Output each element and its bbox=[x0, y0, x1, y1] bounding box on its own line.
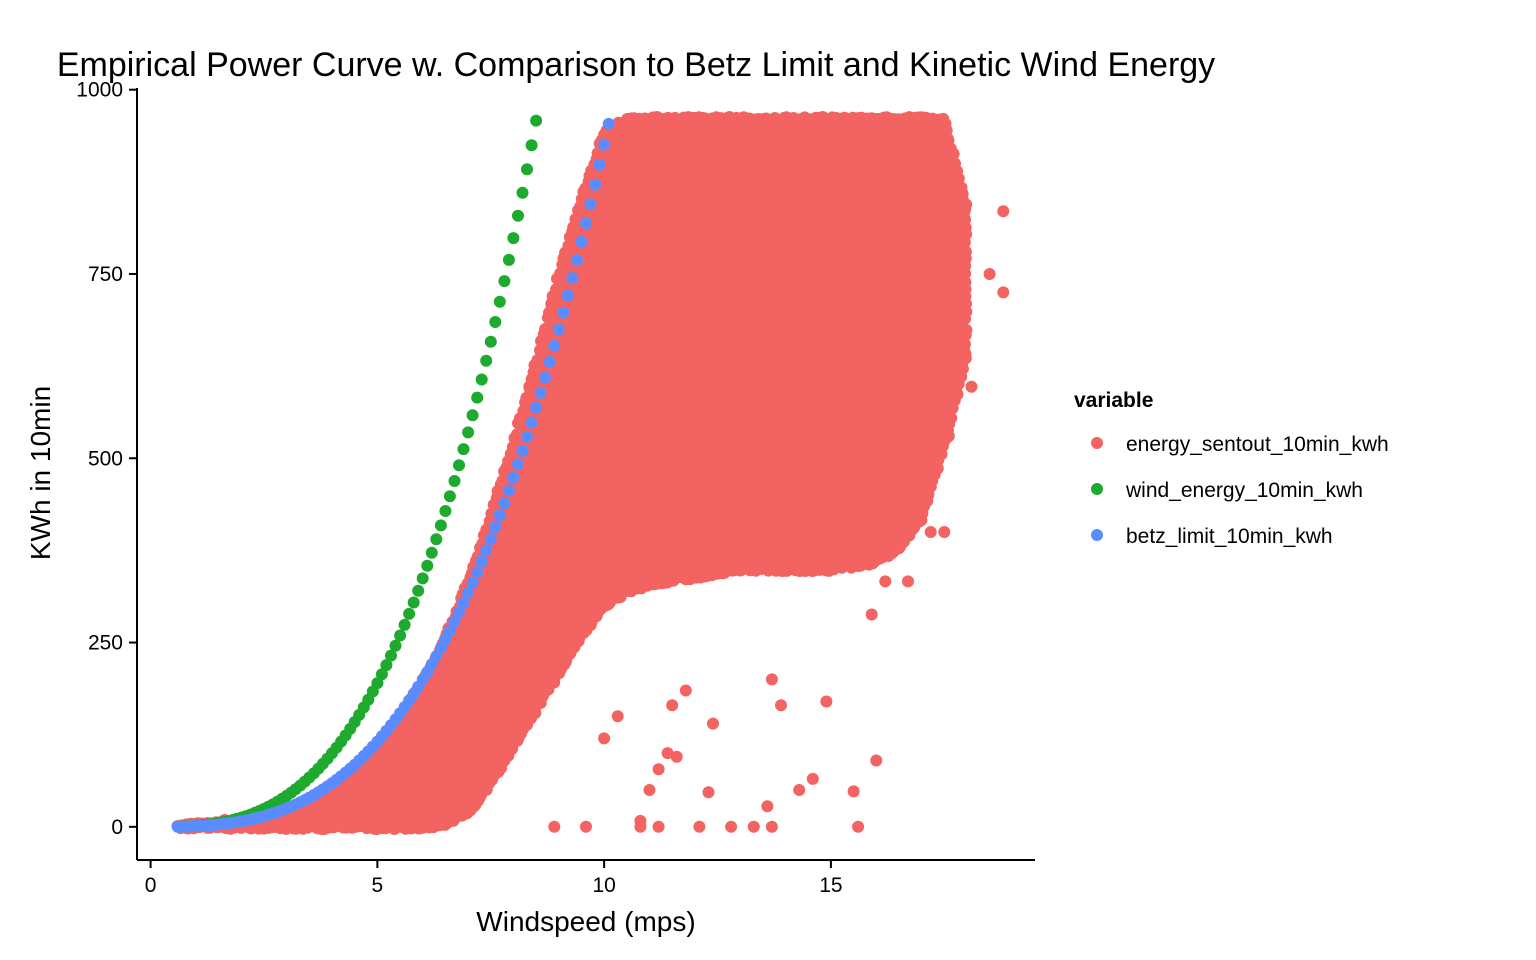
chart-title: Empirical Power Curve w. Comparison to B… bbox=[57, 46, 1215, 84]
series-energy-sentout bbox=[171, 111, 1010, 835]
plot-area bbox=[171, 111, 1010, 835]
